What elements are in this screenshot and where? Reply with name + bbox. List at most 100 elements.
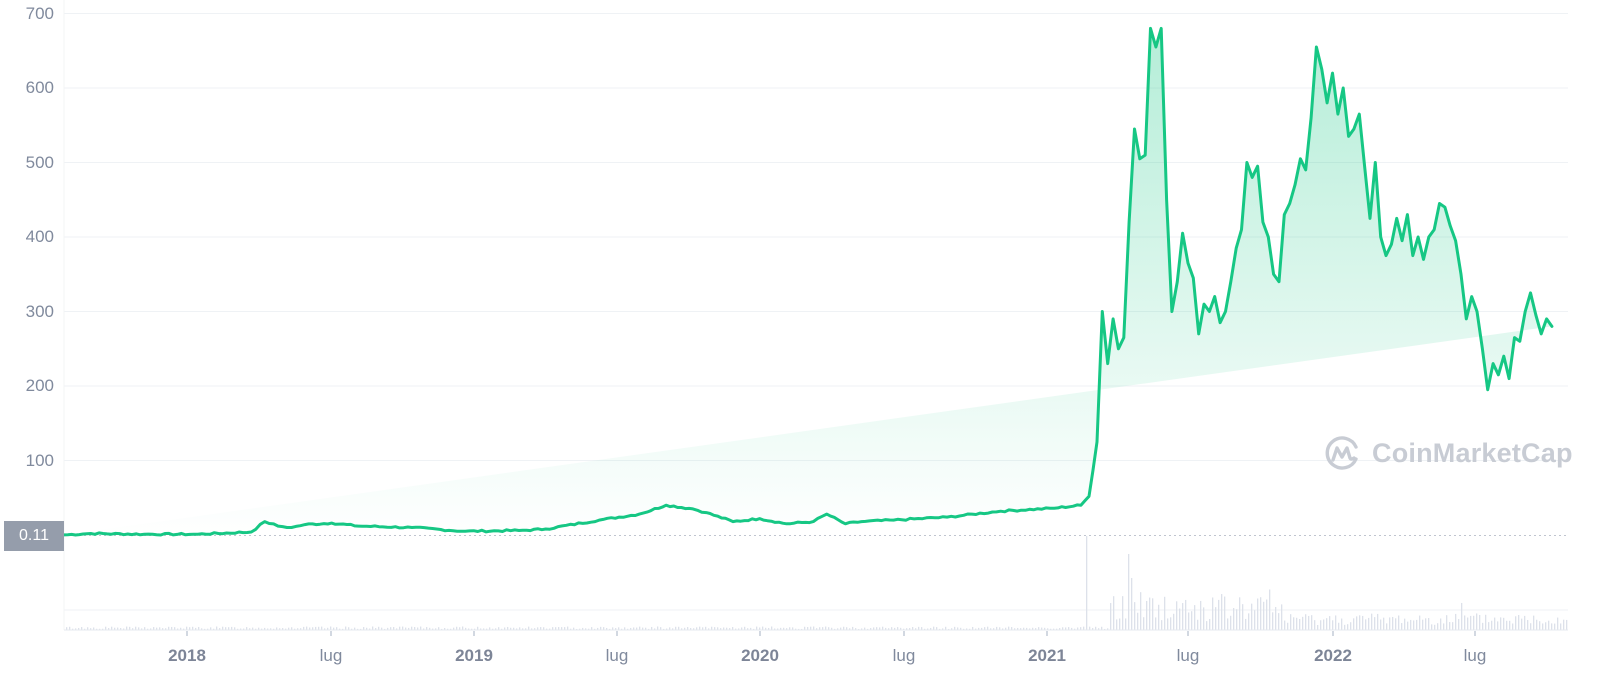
price-area-fill — [64, 28, 1552, 536]
volume-bar — [957, 627, 959, 630]
volume-bar — [687, 627, 689, 630]
volume-bar — [384, 628, 386, 630]
volume-bar — [987, 626, 989, 630]
volume-bar — [1200, 600, 1202, 630]
volume-bar — [1407, 621, 1409, 630]
volume-bar — [798, 628, 800, 630]
volume-bar — [1140, 592, 1142, 630]
volume-bar — [432, 628, 434, 630]
volume-bar — [1203, 607, 1205, 630]
x-axis-label: 2022 — [1314, 646, 1352, 665]
volume-bar — [339, 628, 341, 630]
volume-bar — [984, 627, 986, 630]
volume-bar — [246, 627, 248, 630]
volume-bar — [1539, 621, 1541, 630]
volume-bar — [948, 628, 950, 630]
volume-bar — [540, 627, 542, 630]
volume-bar — [258, 627, 260, 630]
volume-bar — [1554, 623, 1556, 630]
volume-bar — [879, 627, 881, 630]
volume-bar — [174, 627, 176, 630]
volume-bar — [702, 627, 704, 630]
volume-bar — [414, 627, 416, 630]
volume-bar — [969, 628, 971, 630]
volume-bar — [780, 627, 782, 630]
volume-bar — [369, 628, 371, 630]
y-axis-label: 300 — [25, 301, 54, 321]
volume-bar — [1386, 623, 1388, 630]
volume-bar — [1044, 627, 1046, 630]
volume-bar — [1269, 589, 1271, 630]
volume-bar — [1218, 599, 1220, 630]
volume-bar — [1422, 619, 1424, 630]
volume-bar — [1347, 624, 1349, 630]
volume-bar — [942, 628, 944, 630]
volume-bar — [405, 627, 407, 630]
volume-bar — [606, 627, 608, 630]
volume-bar — [1152, 598, 1154, 630]
volume-bar — [963, 628, 965, 630]
coinmarketcap-watermark: CoinMarketCap — [1322, 431, 1573, 475]
volume-bar — [264, 627, 266, 630]
x-axis-label: 2018 — [168, 646, 206, 665]
volume-bar — [930, 627, 932, 630]
volume-bar — [465, 627, 467, 630]
volume-bar — [1224, 596, 1226, 630]
volume-bar — [1230, 615, 1232, 630]
volume-bar — [1035, 628, 1037, 630]
volume-bar — [90, 628, 92, 630]
volume-bar — [1452, 622, 1454, 630]
volume-bar — [201, 628, 203, 630]
volume-bar — [762, 626, 764, 630]
volume-bar — [951, 628, 953, 630]
volume-bar — [1032, 627, 1034, 630]
volume-bar — [117, 627, 119, 630]
volume-bar — [1017, 627, 1019, 630]
volume-bar — [921, 627, 923, 630]
volume-bar — [228, 627, 230, 630]
y-axis-label: 500 — [25, 152, 54, 172]
volume-bar — [696, 627, 698, 630]
volume-bar — [153, 627, 155, 630]
volume-bar — [1401, 623, 1403, 630]
volume-bar — [519, 627, 521, 630]
volume-bar — [684, 627, 686, 630]
volume-bar — [147, 628, 149, 630]
volume-bar — [1542, 623, 1544, 630]
volume-bar — [438, 627, 440, 630]
volume-bar — [1545, 622, 1547, 630]
volume-bar — [1344, 624, 1346, 630]
volume-bar — [1308, 615, 1310, 630]
volume-bar — [381, 627, 383, 630]
volume-bar — [378, 626, 380, 630]
volume-bar — [1506, 620, 1508, 630]
volume-bar — [633, 627, 635, 630]
volume-bar — [294, 628, 296, 630]
volume-bar — [588, 628, 590, 630]
volume-bar — [1464, 615, 1466, 630]
volume-bar — [723, 627, 725, 630]
volume-bar — [441, 628, 443, 630]
volume-bar — [1170, 617, 1172, 630]
volume-bar — [1134, 602, 1136, 630]
volume-bar — [912, 627, 914, 630]
volume-bar — [120, 628, 122, 630]
volume-bar — [804, 626, 806, 630]
volume-bar — [813, 626, 815, 630]
volume-bar — [846, 627, 848, 630]
volume-bar — [759, 627, 761, 630]
volume-bar — [408, 627, 410, 630]
volume-bar — [1356, 616, 1358, 630]
volume-bar — [402, 626, 404, 630]
volume-bar — [1080, 627, 1082, 630]
volume-bar — [966, 628, 968, 630]
volume-bar — [1254, 610, 1256, 630]
volume-bar — [1251, 603, 1253, 630]
volume-bar — [828, 627, 830, 630]
volume-bar — [636, 627, 638, 630]
volume-bar — [1437, 623, 1439, 630]
volume-bar — [114, 627, 116, 630]
volume-bar — [708, 628, 710, 630]
volume-bar — [795, 628, 797, 630]
volume-bar — [1374, 617, 1376, 630]
